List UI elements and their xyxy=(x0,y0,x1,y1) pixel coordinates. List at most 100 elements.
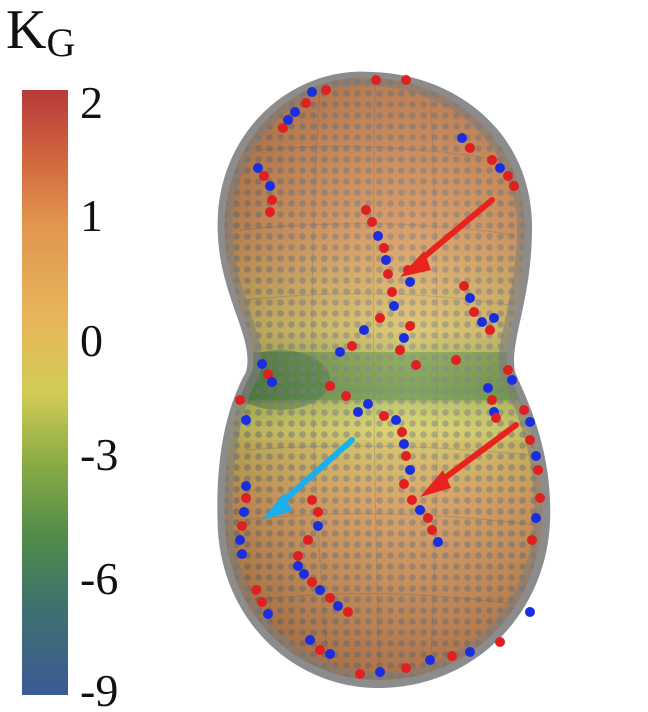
blue-particle xyxy=(241,415,251,425)
red-particle xyxy=(315,645,325,655)
blue-particle xyxy=(483,383,493,393)
red-particle xyxy=(259,171,269,181)
blue-particle xyxy=(399,333,409,343)
colorbar-tick-minus3: -3 xyxy=(80,429,119,480)
blue-particle xyxy=(265,181,275,191)
red-particle xyxy=(465,143,475,153)
colorbar-tick-2: 2 xyxy=(80,77,103,128)
red-particle xyxy=(325,381,335,391)
blue-particle xyxy=(525,607,535,617)
red-particle xyxy=(383,269,393,279)
red-particle xyxy=(379,411,389,421)
colorbar-title: KG xyxy=(6,0,76,65)
red-particle xyxy=(411,360,421,370)
red-particle xyxy=(303,535,313,545)
red-particle xyxy=(397,427,407,437)
red-particle xyxy=(265,207,275,217)
blue-particle xyxy=(333,601,343,611)
red-particle xyxy=(321,85,331,95)
red-particle xyxy=(407,495,417,505)
red-particle xyxy=(251,585,261,595)
red-arrow-upper xyxy=(400,197,495,277)
red-particle xyxy=(307,577,317,587)
blue-particle xyxy=(315,585,325,595)
red-particle xyxy=(485,325,495,335)
colorbar-tick-0: 0 xyxy=(80,315,103,366)
blue-particle xyxy=(293,561,303,571)
blue-particle xyxy=(425,655,435,665)
blue-particle xyxy=(433,537,443,547)
red-particle xyxy=(423,513,433,523)
red-particle xyxy=(395,345,405,355)
red-particle xyxy=(405,321,415,331)
cyan-arrow xyxy=(262,437,355,520)
red-particle xyxy=(347,341,357,351)
blue-particle xyxy=(313,521,323,531)
red-arrow-lower xyxy=(420,422,519,497)
colorbar-tick-minus6: -6 xyxy=(80,553,119,604)
red-particle xyxy=(401,663,411,673)
blue-particle xyxy=(335,347,345,357)
red-particle xyxy=(459,281,469,291)
blue-particle xyxy=(415,505,425,515)
blue-particle xyxy=(465,647,475,657)
colorbar-tick-minus9: -9 xyxy=(80,665,119,712)
blue-particle xyxy=(237,549,247,559)
red-particle xyxy=(379,243,389,253)
colorbar-tick-1: 1 xyxy=(80,190,103,241)
red-particle xyxy=(527,535,537,545)
blue-particle xyxy=(307,87,317,97)
blue-particle xyxy=(531,451,541,461)
blue-particle xyxy=(495,163,505,173)
red-particle xyxy=(387,287,397,297)
red-particle xyxy=(533,465,543,475)
blue-particle xyxy=(290,107,300,117)
blue-particle xyxy=(477,317,487,327)
blue-particle xyxy=(263,609,273,619)
red-particle xyxy=(491,413,501,423)
red-particle xyxy=(503,171,513,181)
blue-particle xyxy=(391,415,401,425)
blue-particle xyxy=(253,163,263,173)
red-particle xyxy=(237,521,247,531)
red-particle xyxy=(371,75,381,85)
blue-particle xyxy=(405,465,415,475)
red-particle xyxy=(343,607,353,617)
blue-particle xyxy=(305,635,315,645)
red-particle xyxy=(301,98,311,108)
red-particle xyxy=(399,479,409,489)
red-particle xyxy=(263,369,273,379)
red-particle xyxy=(451,355,461,365)
red-particle xyxy=(469,307,479,317)
blue-particle xyxy=(299,569,309,579)
red-particle xyxy=(325,593,335,603)
red-particle xyxy=(487,395,497,405)
red-particle xyxy=(427,525,437,535)
blue-particle xyxy=(405,277,415,287)
red-particle xyxy=(257,597,267,607)
red-particle xyxy=(367,217,377,227)
blue-particle xyxy=(531,513,541,523)
red-particle xyxy=(503,365,513,375)
red-particle xyxy=(487,155,497,165)
blue-particle xyxy=(235,535,245,545)
blue-particle xyxy=(257,359,267,369)
red-particle xyxy=(509,181,519,191)
red-particle xyxy=(235,395,245,405)
red-particle xyxy=(313,507,323,517)
red-particle xyxy=(355,669,365,679)
colorbar-gradient xyxy=(22,90,68,695)
blue-particle xyxy=(239,507,249,517)
red-particle xyxy=(447,651,457,661)
blue-particle xyxy=(389,301,399,311)
red-particle xyxy=(375,313,385,323)
red-particle xyxy=(525,435,535,445)
blue-particle xyxy=(241,481,251,491)
blue-particle xyxy=(457,133,467,143)
blue-particle xyxy=(465,293,475,303)
blue-particle xyxy=(489,313,499,323)
red-particle xyxy=(307,495,317,505)
blue-particle xyxy=(283,115,293,125)
